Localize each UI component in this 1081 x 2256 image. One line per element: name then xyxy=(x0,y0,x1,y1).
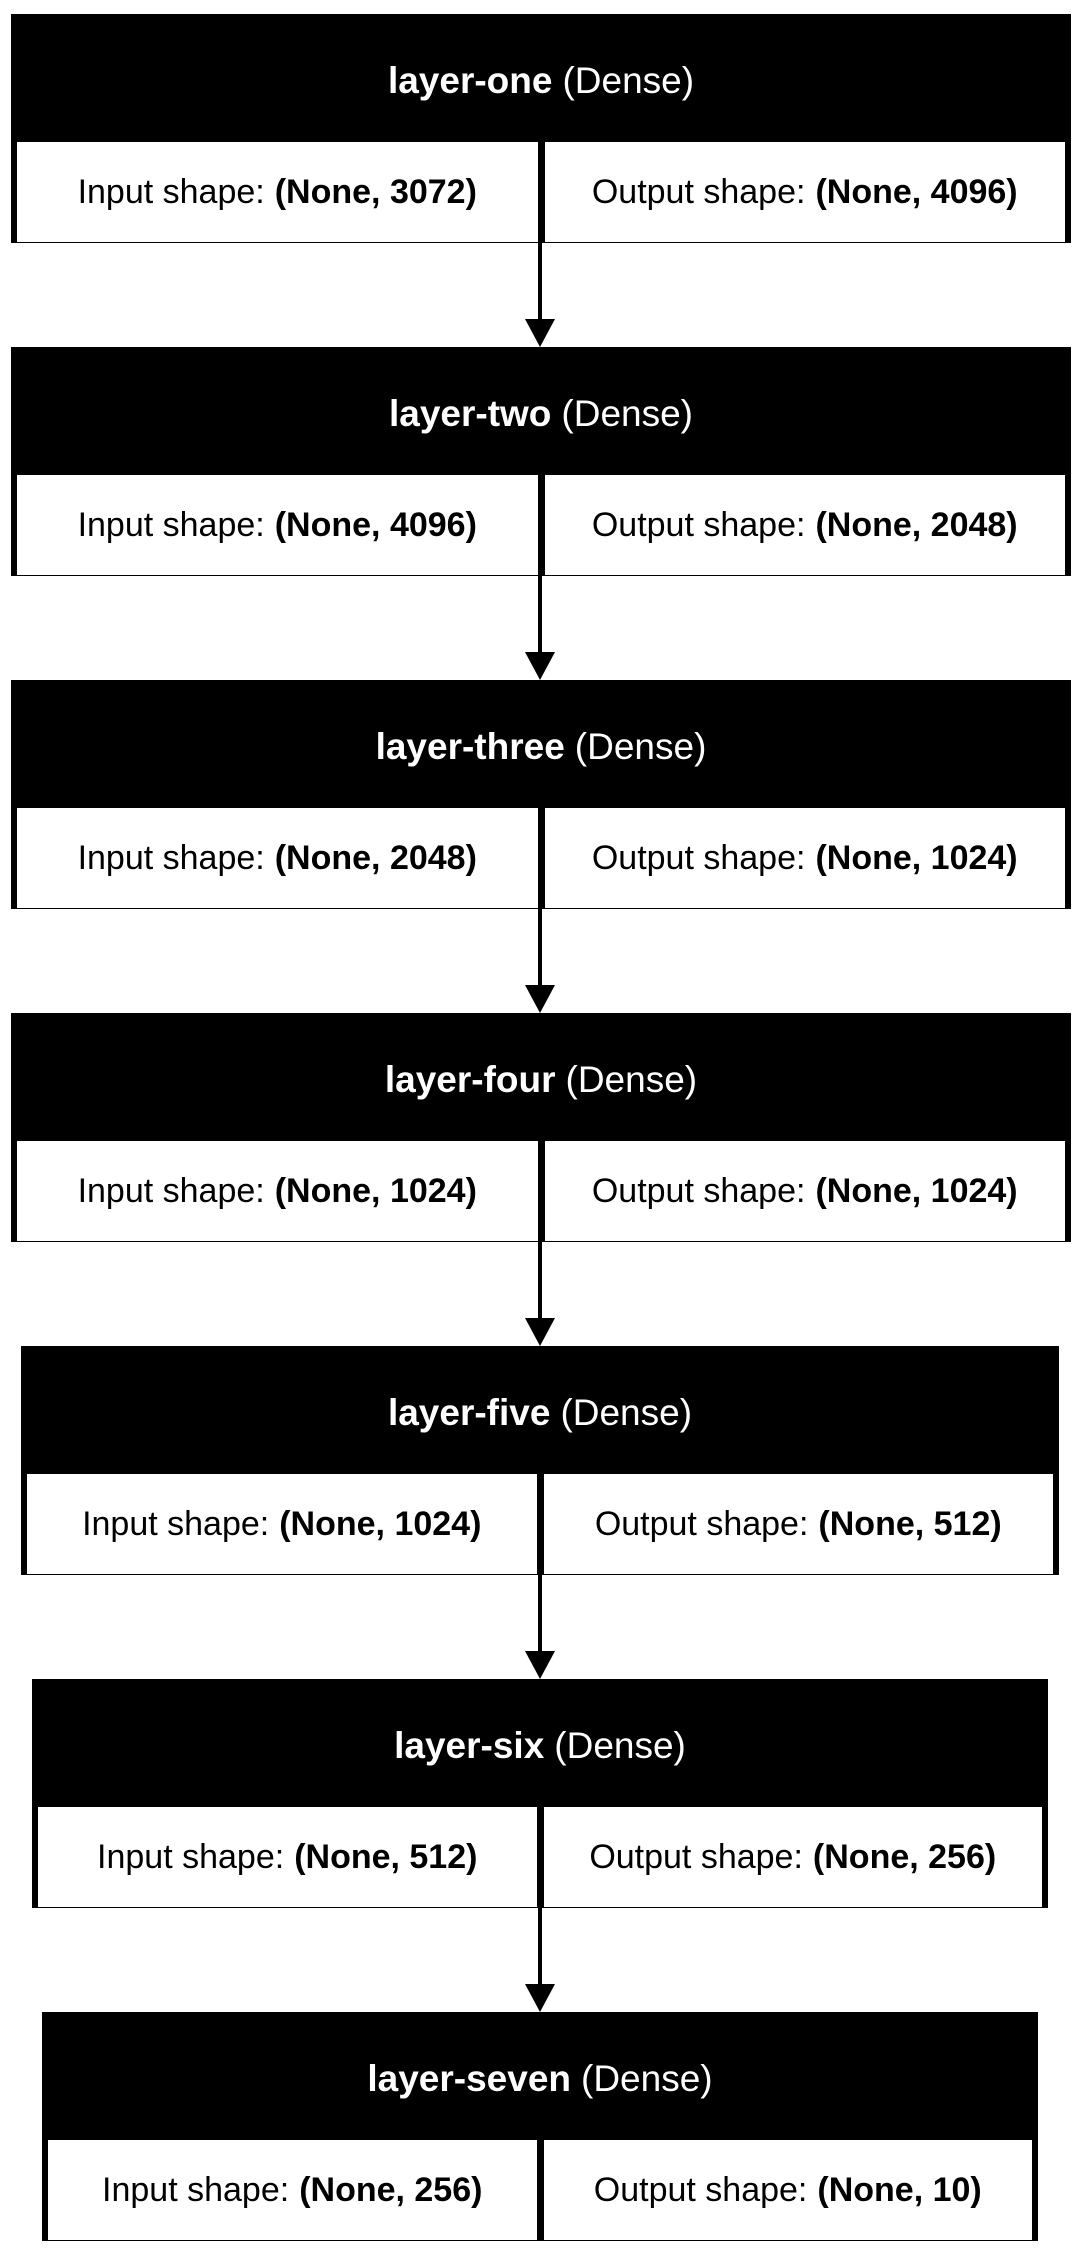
output-shape-cell: Output shape: (None, 2048) xyxy=(544,475,1065,575)
output-shape-cell: Output shape: (None, 1024) xyxy=(544,1141,1065,1241)
input-shape-cell: Input shape: (None, 1024) xyxy=(17,1141,538,1241)
output-shape-value: (None, 4096) xyxy=(815,172,1018,211)
layer-header: layer-five (Dense) xyxy=(27,1352,1053,1474)
output-shape-label: Output shape: xyxy=(591,838,806,877)
output-shape-cell: Output shape: (None, 256) xyxy=(543,1807,1042,1907)
input-shape-label: Input shape: xyxy=(77,505,265,544)
layer-type: (Dense) xyxy=(581,2058,713,2099)
layer-name: layer-four xyxy=(384,1059,556,1100)
output-shape-label: Output shape: xyxy=(591,1171,806,1210)
input-shape-cell: Input shape: (None, 3072) xyxy=(17,142,538,242)
output-shape-cell: Output shape: (None, 10) xyxy=(543,2140,1032,2240)
layer-header: layer-one (Dense) xyxy=(17,20,1065,142)
input-shape-value: (None, 4096) xyxy=(274,505,477,544)
layer-name: layer-five xyxy=(387,1392,551,1433)
input-shape-cell: Input shape: (None, 512) xyxy=(38,1807,537,1907)
layer-name: layer-two xyxy=(388,393,552,434)
layer-node: layer-three (Dense) Input shape: (None, … xyxy=(11,680,1071,909)
input-shape-label: Input shape: xyxy=(82,1504,270,1543)
output-shape-cell: Output shape: (None, 512) xyxy=(543,1474,1053,1574)
input-shape-label: Input shape: xyxy=(77,1171,265,1210)
layer-type: (Dense) xyxy=(560,1392,693,1433)
output-shape-cell: Output shape: (None, 1024) xyxy=(544,808,1065,908)
layer-header: layer-two (Dense) xyxy=(17,353,1065,475)
input-shape-label: Input shape: xyxy=(102,2170,290,2209)
layer-name: layer-three xyxy=(375,726,565,767)
layer-type: (Dense) xyxy=(565,1059,698,1100)
output-shape-value: (None, 512) xyxy=(818,1504,1002,1543)
layer-type: (Dense) xyxy=(574,726,707,767)
output-shape-label: Output shape: xyxy=(591,172,806,211)
layer-header: layer-three (Dense) xyxy=(17,686,1065,808)
layer-header: layer-six (Dense) xyxy=(38,1685,1042,1807)
input-shape-value: (None, 1024) xyxy=(274,1171,477,1210)
layer-header: layer-seven (Dense) xyxy=(48,2018,1032,2140)
layer-node: layer-two (Dense) Input shape: (None, 40… xyxy=(11,347,1071,576)
output-shape-value: (None, 10) xyxy=(817,2170,982,2209)
input-shape-cell: Input shape: (None, 4096) xyxy=(17,475,538,575)
input-shape-label: Input shape: xyxy=(97,1837,285,1876)
layer-type: (Dense) xyxy=(562,60,695,101)
layer-name: layer-seven xyxy=(367,2058,572,2099)
connector-arrow xyxy=(525,909,555,1013)
input-shape-value: (None, 256) xyxy=(299,2170,483,2209)
connector-arrow xyxy=(525,576,555,680)
output-shape-value: (None, 1024) xyxy=(815,838,1018,877)
output-shape-label: Output shape: xyxy=(593,2170,808,2209)
connector-arrow xyxy=(525,1908,555,2012)
input-shape-label: Input shape: xyxy=(77,838,265,877)
input-shape-value: (None, 2048) xyxy=(274,838,477,877)
output-shape-value: (None, 2048) xyxy=(815,505,1018,544)
input-shape-label: Input shape: xyxy=(77,172,265,211)
layer-node: layer-seven (Dense) Input shape: (None, … xyxy=(42,2012,1038,2241)
layer-node: layer-four (Dense) Input shape: (None, 1… xyxy=(11,1013,1071,1242)
output-shape-label: Output shape: xyxy=(589,1837,803,1876)
input-shape-cell: Input shape: (None, 256) xyxy=(48,2140,537,2240)
layer-node: layer-one (Dense) Input shape: (None, 30… xyxy=(11,14,1071,243)
layer-name: layer-one xyxy=(387,60,553,101)
output-shape-label: Output shape: xyxy=(594,1504,809,1543)
layer-node: layer-six (Dense) Input shape: (None, 51… xyxy=(32,1679,1048,1908)
layer-type: (Dense) xyxy=(554,1725,686,1766)
input-shape-value: (None, 3072) xyxy=(274,172,477,211)
layer-node: layer-five (Dense) Input shape: (None, 1… xyxy=(21,1346,1059,1575)
connector-arrow xyxy=(525,243,555,347)
output-shape-cell: Output shape: (None, 4096) xyxy=(544,142,1065,242)
input-shape-value: (None, 512) xyxy=(294,1837,478,1876)
input-shape-value: (None, 1024) xyxy=(279,1504,482,1543)
output-shape-value: (None, 1024) xyxy=(815,1171,1018,1210)
layer-header: layer-four (Dense) xyxy=(17,1019,1065,1141)
output-shape-value: (None, 256) xyxy=(812,1837,997,1876)
input-shape-cell: Input shape: (None, 2048) xyxy=(17,808,538,908)
connector-arrow xyxy=(525,1242,555,1346)
output-shape-label: Output shape: xyxy=(591,505,806,544)
input-shape-cell: Input shape: (None, 1024) xyxy=(27,1474,537,1574)
connector-arrow xyxy=(525,1575,555,1679)
layer-name: layer-six xyxy=(394,1725,545,1766)
layer-type: (Dense) xyxy=(561,393,694,434)
